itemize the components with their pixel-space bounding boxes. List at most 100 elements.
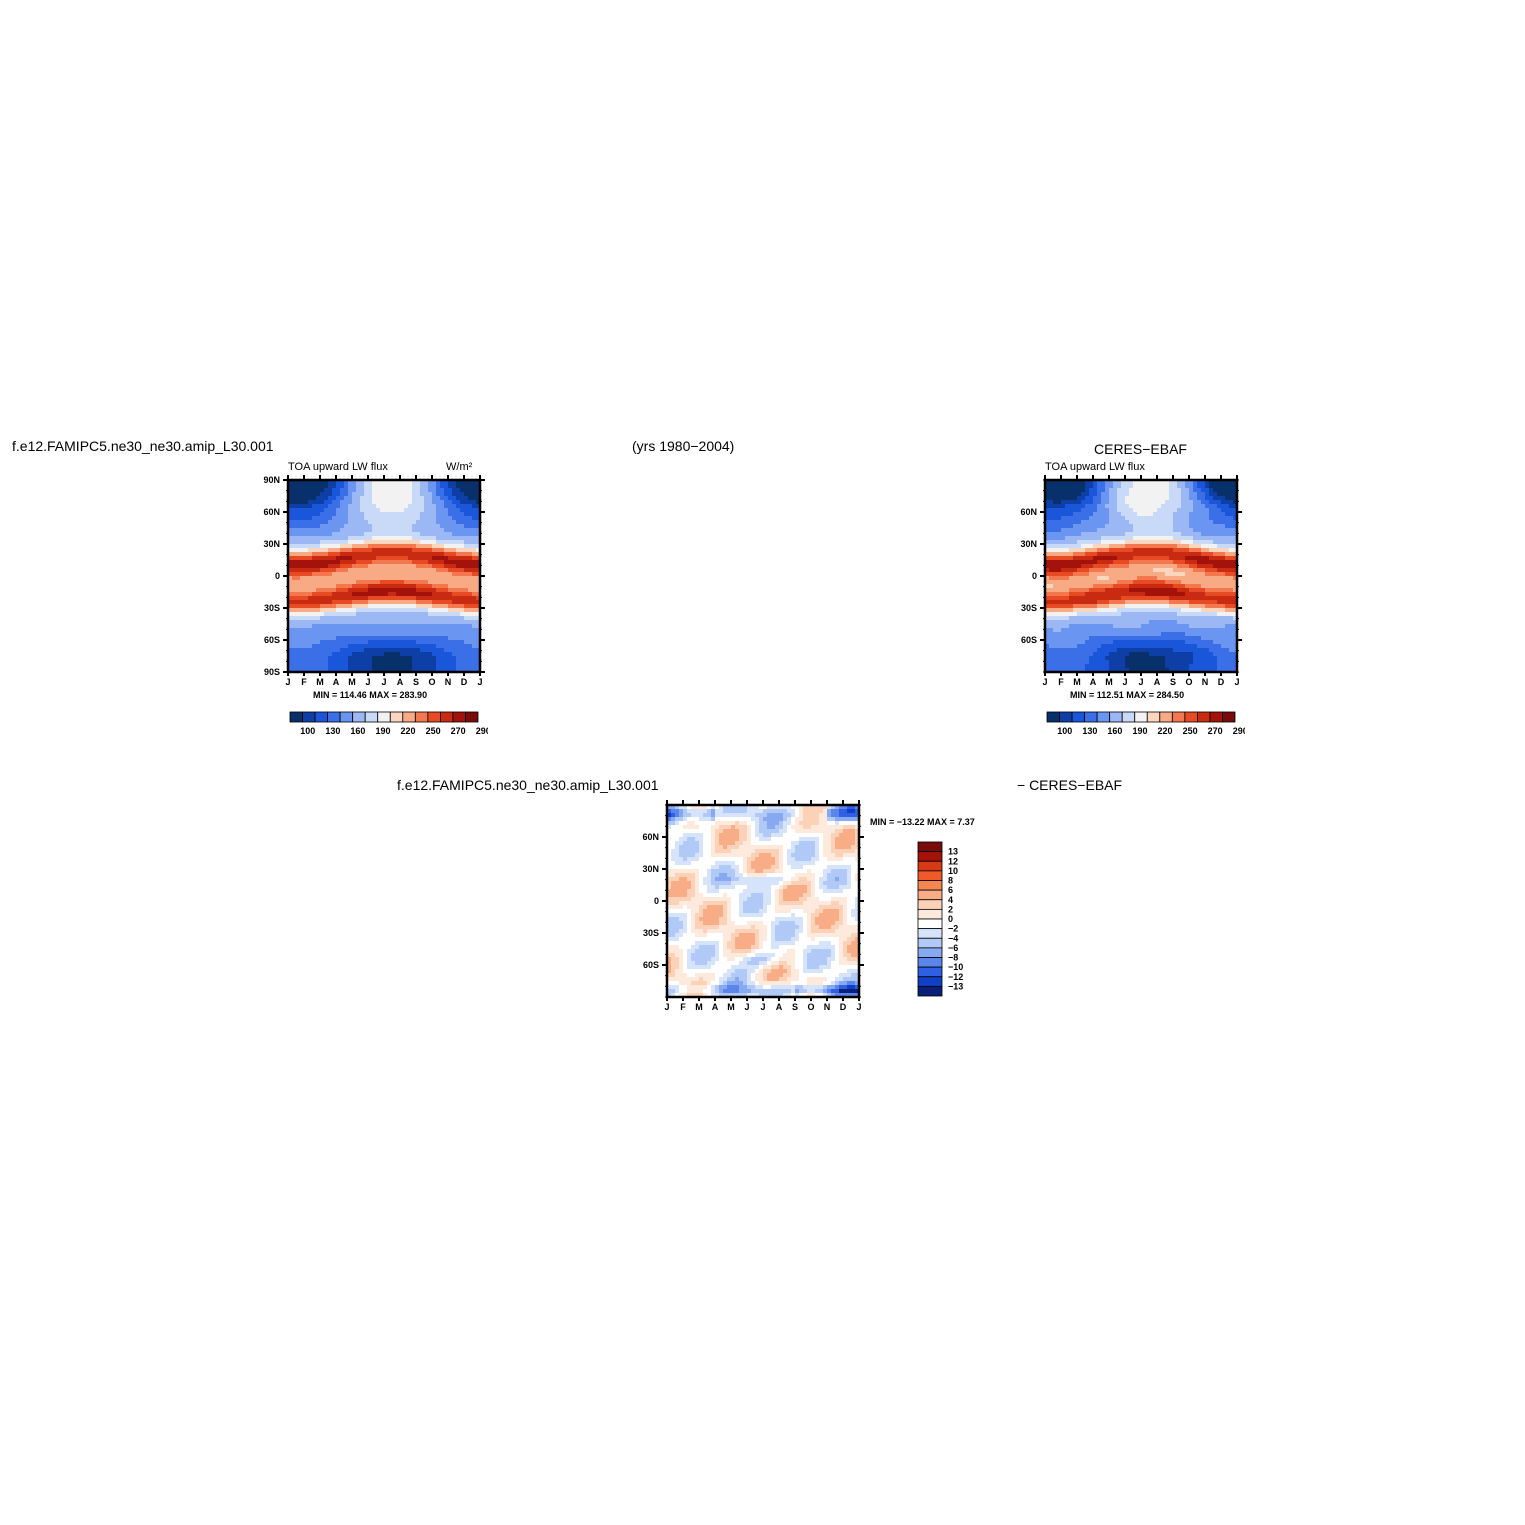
model-cell [376, 588, 381, 593]
model-cell [424, 568, 429, 573]
obs-cell [1069, 548, 1074, 553]
model-cell [452, 624, 457, 629]
obs-cell [1145, 544, 1150, 549]
model-cell [360, 648, 365, 653]
obs-cell [1053, 564, 1058, 569]
obs-cell [1197, 540, 1202, 545]
obs-cell [1213, 528, 1218, 533]
obs-cell [1205, 628, 1210, 633]
model-cell [288, 560, 293, 565]
obs-cell [1081, 636, 1086, 641]
model-cell [364, 652, 369, 657]
obs-cell [1093, 608, 1098, 613]
obs-cell [1053, 656, 1058, 661]
model-cell [388, 576, 393, 581]
obs-cell [1101, 612, 1106, 617]
obs-cell [1049, 572, 1054, 577]
model-cell [420, 520, 425, 525]
model-cell [352, 608, 357, 613]
model-cell [308, 544, 313, 549]
model-cell [408, 484, 413, 489]
obs-cell [1093, 544, 1098, 549]
model-cell [464, 628, 469, 633]
model-cell [324, 600, 329, 605]
obs-cell [1089, 568, 1094, 573]
obs-cell [1221, 508, 1226, 513]
model-cell [388, 560, 393, 565]
obs-cell [1133, 560, 1138, 565]
model-cell [368, 620, 373, 625]
obs-cell [1085, 508, 1090, 513]
model-cell [288, 648, 293, 653]
obs-cell [1177, 488, 1182, 493]
model-cell [448, 544, 453, 549]
model-cell [288, 600, 293, 605]
model-x-tick-label: A [333, 677, 340, 687]
model-cell [432, 540, 437, 545]
model-cell [392, 536, 397, 541]
model-cell [412, 528, 417, 533]
obs-cell [1173, 644, 1178, 649]
obs-cell [1213, 580, 1218, 585]
model-cell [472, 488, 477, 493]
model-cell [412, 644, 417, 649]
model-cell [292, 512, 297, 517]
obs-cell [1165, 584, 1170, 589]
obs-cell [1069, 580, 1074, 585]
obs-cell [1177, 596, 1182, 601]
obs-cell [1045, 656, 1050, 661]
model-cell [460, 544, 465, 549]
obs-cell [1233, 552, 1238, 557]
obs-cell [1201, 520, 1206, 525]
obs-cell [1221, 540, 1226, 545]
model-cell [404, 628, 409, 633]
obs-cell [1157, 596, 1162, 601]
obs-cell [1189, 660, 1194, 665]
model-cell [420, 640, 425, 645]
model-cell [340, 548, 345, 553]
obs-colorbar-swatch [1059, 711, 1073, 723]
model-cell [436, 548, 441, 553]
model-cell [368, 668, 373, 673]
model-cell [448, 480, 453, 485]
obs-cell [1169, 540, 1174, 545]
model-cell [432, 596, 437, 601]
model-cell [372, 504, 377, 509]
obs-cell [1057, 540, 1062, 545]
obs-cell [1085, 524, 1090, 529]
model-cell [412, 512, 417, 517]
obs-cell [1189, 588, 1194, 593]
obs-cell [1069, 632, 1074, 637]
obs-cell [1165, 488, 1170, 493]
model-cell [432, 492, 437, 497]
obs-cell [1057, 552, 1062, 557]
model-cell [288, 620, 293, 625]
model-cell [388, 600, 393, 605]
model-cell [464, 536, 469, 541]
model-cell [476, 640, 481, 645]
obs-cell [1065, 520, 1070, 525]
model-cell [444, 504, 449, 509]
obs-cell [1225, 640, 1230, 645]
obs-cell [1141, 532, 1146, 537]
obs-cell [1081, 580, 1086, 585]
obs-cell [1153, 536, 1158, 541]
obs-cell [1229, 656, 1234, 661]
model-cell [380, 552, 385, 557]
obs-cell [1065, 504, 1070, 509]
obs-cell [1045, 528, 1050, 533]
diff-cell [675, 857, 680, 862]
model-cell [348, 516, 353, 521]
obs-cell [1205, 564, 1210, 569]
model-cell [448, 604, 453, 609]
obs-cell [1125, 536, 1130, 541]
obs-cell [1157, 652, 1162, 657]
model-cell [320, 584, 325, 589]
model-cell [300, 492, 305, 497]
model-cell [336, 576, 341, 581]
obs-cell [1129, 508, 1134, 513]
model-cell [476, 556, 481, 561]
obs-cell [1113, 544, 1118, 549]
obs-cell [1145, 536, 1150, 541]
obs-colorbar-label: 130 [1082, 726, 1097, 736]
